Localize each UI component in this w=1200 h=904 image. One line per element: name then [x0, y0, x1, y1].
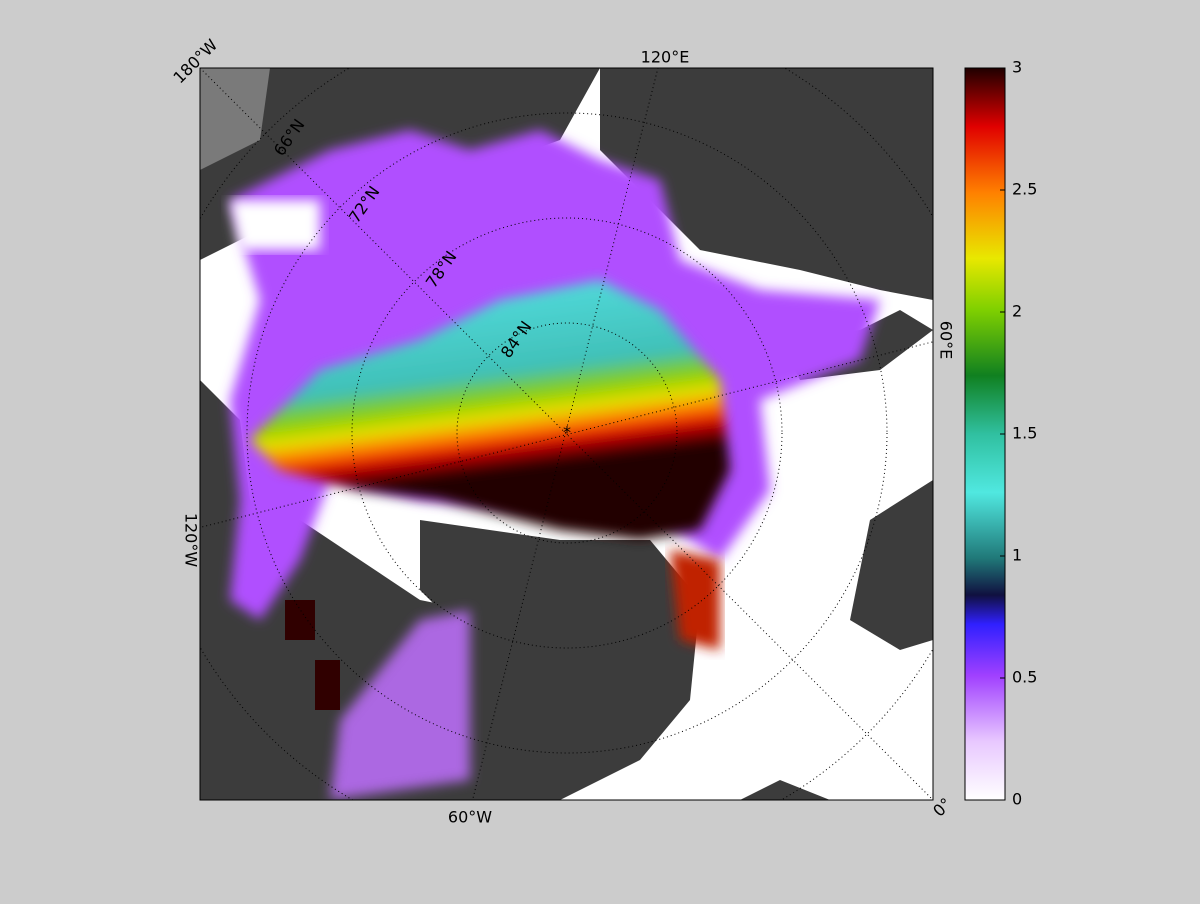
- map: *: [200, 68, 933, 800]
- colorbar: [964, 67, 1006, 801]
- colorbar-ticks: 0 0.5 1 1.5 2 2.5 3: [1000, 58, 1037, 809]
- longitude-label: 60°W: [448, 808, 492, 827]
- land-scandinavia-south: [850, 480, 933, 650]
- open-water: [230, 200, 320, 250]
- map-frame: [199, 67, 934, 801]
- ice-channels: [285, 600, 340, 710]
- colorbar-tick-label: 2: [1012, 302, 1022, 321]
- ice-thick: [250, 280, 730, 540]
- longitude-label: 60°E: [937, 321, 956, 359]
- graticule: [200, 68, 933, 800]
- colorbar-tick-label: 1: [1012, 546, 1022, 565]
- colorbar-tick-label: 0: [1012, 790, 1022, 809]
- colorbar-tick-label: 0.5: [1012, 668, 1037, 687]
- land-greenland: [420, 520, 700, 800]
- land-iceland: [740, 780, 830, 800]
- longitude-label: 120°W: [182, 513, 201, 568]
- ice-fram: [670, 550, 720, 650]
- colorbar-tick-label: 1.5: [1012, 424, 1037, 443]
- colorbar-tick-label: 2.5: [1012, 180, 1037, 199]
- land-siberia: [600, 68, 933, 300]
- ice-baffin: [330, 610, 470, 800]
- colorbar-tick-label: 3: [1012, 58, 1022, 77]
- land-gray: [200, 68, 270, 170]
- pole-marker: *: [563, 423, 571, 442]
- longitude-label: 120°E: [641, 48, 690, 67]
